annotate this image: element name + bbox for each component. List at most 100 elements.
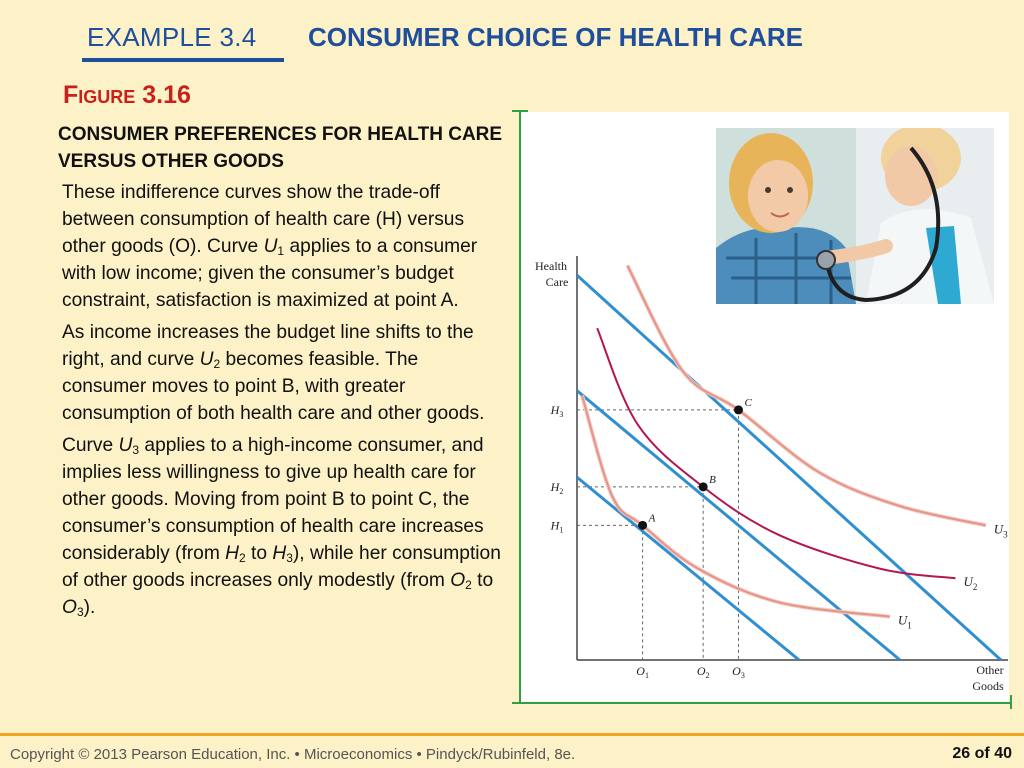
p3-curve-subscript: 3 <box>132 443 140 457</box>
curve-u1 <box>581 395 891 618</box>
point-label-a: A <box>648 512 656 524</box>
curve-label-main: U <box>963 574 974 589</box>
p2-curve-symbol: U <box>199 349 214 370</box>
p3-o2-subscript: 2 <box>465 578 472 592</box>
child-smile <box>770 212 790 218</box>
x-axis-label-line-2: Goods <box>972 679 1004 693</box>
point-b <box>698 482 708 492</box>
stethoscope-tube <box>826 146 941 303</box>
budget-lines <box>577 274 1002 660</box>
p3-text-b: applies to a high-income consumer, and i… <box>62 435 484 564</box>
doctor-examining-child-photo <box>716 128 994 304</box>
p1-text-a: These indifference curves show the trade… <box>62 182 465 257</box>
x-tick-main: O <box>636 664 645 678</box>
p2-text-b: becomes feasible. The consumer moves to … <box>62 349 485 424</box>
budget-line-3 <box>577 274 1002 660</box>
point-a <box>638 520 648 530</box>
curve-u2 <box>596 327 956 580</box>
child-eye-left <box>765 187 771 193</box>
curve-u3 <box>626 265 986 527</box>
footer-copyright: Copyright © 2013 Pearson Education, Inc.… <box>10 746 576 763</box>
curve-label-main: U <box>994 521 1005 536</box>
curve-label-subscript: 2 <box>973 582 978 592</box>
budget-line-1 <box>577 476 800 660</box>
figure-description: These indifference curves show the trade… <box>62 179 502 626</box>
slide-title: CONSUMER CHOICE OF HEALTH CARE <box>308 22 803 52</box>
paragraph-1: These indifference curves show the trade… <box>62 179 502 314</box>
y-tick-main: H <box>550 403 561 417</box>
stethoscope-chestpiece <box>816 250 836 270</box>
p1-curve-symbol: U <box>263 236 278 257</box>
point-label-b: B <box>709 474 716 486</box>
paragraph-2: As income increases the budget line shif… <box>62 319 502 427</box>
y-tick-main: H <box>550 518 561 532</box>
doctor-face <box>885 146 937 206</box>
budget-line-2 <box>577 389 901 660</box>
frame-right-tick <box>1010 695 1012 709</box>
curve-label-u1: U1 <box>898 613 912 631</box>
y-tick-subscript: 2 <box>559 487 563 496</box>
page-number: 26 of 40 <box>952 745 1012 762</box>
x-tick-main: O <box>697 664 706 678</box>
frame-bottom-line <box>512 702 1012 704</box>
p3-h2-symbol: H <box>225 543 240 564</box>
p2-curve-subscript: 2 <box>213 357 221 371</box>
x-axis-label-line-1: Other <box>976 663 1003 677</box>
y-tick-h1: H1 <box>550 518 564 534</box>
indifference-curves <box>580 264 987 619</box>
y-tick-main: H <box>550 480 561 494</box>
point-c <box>733 405 743 415</box>
child-eye-right <box>787 187 793 193</box>
p3-h3-subscript: 3 <box>286 551 293 565</box>
p3-h2-subscript: 2 <box>239 551 246 565</box>
p3-h3-symbol: H <box>272 543 287 564</box>
x-tick-subscript: 1 <box>645 671 649 680</box>
p1-text-b: applies to a consumer with low income; g… <box>62 236 478 311</box>
header-underline <box>82 58 284 62</box>
y-axis-label: Health Care <box>535 259 568 289</box>
footer-divider <box>0 733 1024 736</box>
p3-to-1: to <box>245 543 273 564</box>
x-tick-main: O <box>732 664 741 678</box>
x-tick-o3: O3 <box>732 664 745 680</box>
x-tick-subscript: 2 <box>705 671 709 680</box>
frame-top-tick <box>512 110 528 112</box>
paragraph-3: Curve U3 applies to a high-income consum… <box>62 432 502 621</box>
frame-left-line <box>519 110 521 704</box>
curve-label-subscript: 3 <box>1003 529 1008 539</box>
optimal-points: A B C <box>638 397 752 530</box>
p3-text-c: ), while her consumption of other goods … <box>62 543 501 591</box>
x-tick-o1: O1 <box>636 664 649 680</box>
shirt-plaid <box>726 233 851 304</box>
photo-illustration <box>716 128 994 304</box>
y-axis-label-line-1: Health <box>535 259 567 273</box>
p3-to-2: to <box>471 570 494 591</box>
y-tick-h3: H3 <box>550 403 564 419</box>
y-axis-label-line-2: Care <box>546 275 569 289</box>
curve-label-u3: U3 <box>994 521 1008 539</box>
p3-o3-symbol: O <box>62 597 77 618</box>
y-tick-subscript: 3 <box>559 410 563 419</box>
x-tick-subscript: 3 <box>741 671 745 680</box>
curve-label-u2: U2 <box>963 574 977 592</box>
p2-text-a: As income increases the budget line shif… <box>62 322 474 370</box>
x-tick-o2: O2 <box>697 664 710 680</box>
y-tick-subscript: 1 <box>559 525 563 534</box>
curve-label-subscript: 1 <box>907 621 912 631</box>
y-tick-h2: H2 <box>550 480 564 496</box>
curve-u1-halo <box>580 394 891 619</box>
figure-label: Figure 3.16 <box>63 81 191 109</box>
x-axis-label: Other Goods <box>972 663 1004 693</box>
p3-o2-symbol: O <box>450 570 466 591</box>
p3-text-d: ). <box>83 597 96 618</box>
point-label-c: C <box>744 397 752 409</box>
p3-text-a: Curve <box>62 435 119 456</box>
p1-curve-subscript: 1 <box>277 244 285 258</box>
p3-curve-symbol: U <box>118 435 133 456</box>
figure-caption: CONSUMER PREFERENCES FOR HEALTH CARE VER… <box>58 124 503 172</box>
p3-o3-subscript: 3 <box>76 605 84 619</box>
child-face <box>748 160 808 232</box>
